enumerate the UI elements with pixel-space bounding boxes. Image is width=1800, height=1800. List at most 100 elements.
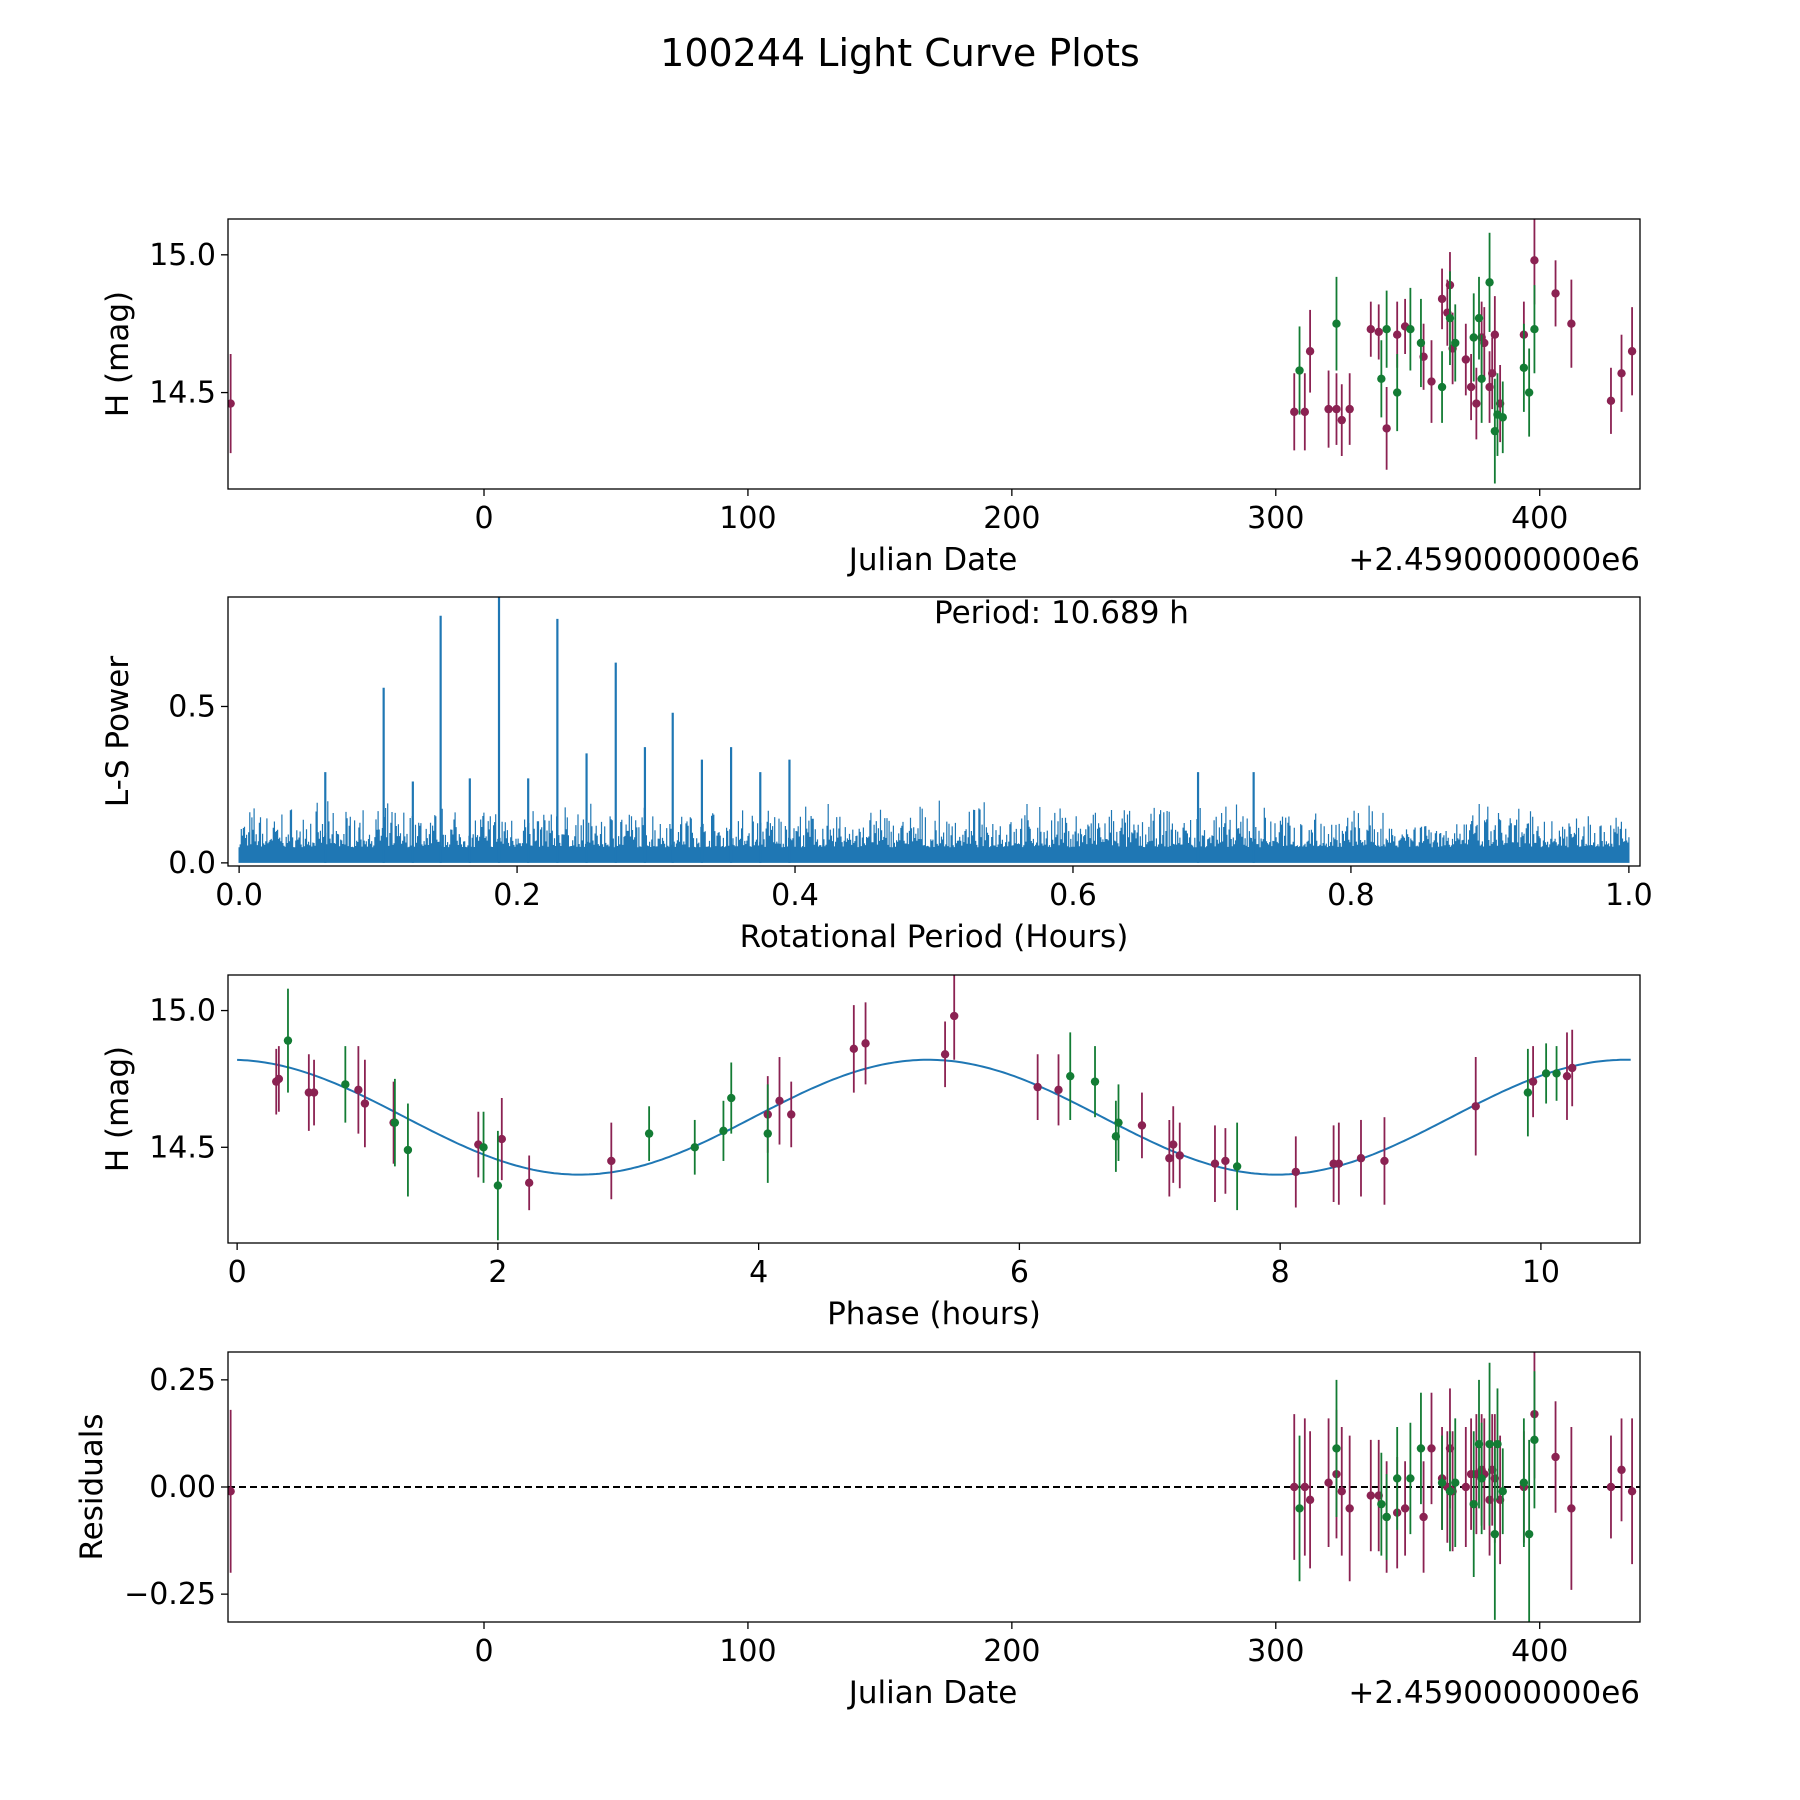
- y-axis-label: Residuals: [74, 1413, 110, 1560]
- data-point: [1530, 256, 1539, 265]
- x-tick-label: 300: [1247, 501, 1304, 536]
- data-point: [1332, 404, 1341, 414]
- data-point: [1461, 1482, 1471, 1492]
- data-point: [1437, 1478, 1447, 1487]
- x-tick-label: 0.6: [1049, 878, 1097, 913]
- data-point: [1498, 413, 1507, 422]
- data-point: [1477, 1474, 1486, 1483]
- data-point: [1606, 1482, 1616, 1492]
- data-point: [1406, 1474, 1415, 1483]
- data-point: [1291, 1167, 1301, 1177]
- x-tick-label: 0.4: [771, 878, 819, 913]
- axes-frame: [227, 974, 1641, 1244]
- data-point: [403, 1145, 413, 1155]
- x-axis-label: Julian Date: [847, 542, 1018, 578]
- data-point: [727, 1093, 736, 1103]
- y-tick-label: 14.5: [149, 376, 216, 411]
- data-point: [497, 1134, 506, 1144]
- data-point: [1519, 1478, 1529, 1487]
- data-point: [341, 1080, 350, 1089]
- data-point: [493, 1181, 503, 1190]
- y-tick-label: 0.25: [149, 1363, 216, 1398]
- data-point: [1490, 1529, 1500, 1539]
- data-point: [1175, 1151, 1184, 1160]
- model-curve: [237, 1058, 1631, 1176]
- data-point: [1295, 366, 1304, 375]
- data-point: [1305, 1495, 1315, 1505]
- x-tick-label: 8: [1271, 1255, 1290, 1290]
- y-tick-label: 15.0: [149, 238, 216, 273]
- data-point: [1324, 1478, 1333, 1487]
- x-tick-label: 400: [1511, 1634, 1568, 1669]
- y-axis-label: H (mag): [100, 291, 136, 417]
- x-tick-label: 300: [1247, 1634, 1304, 1669]
- data-point: [1567, 1504, 1576, 1513]
- x-tick-label: 10: [1522, 1255, 1560, 1290]
- data-point: [309, 1088, 319, 1097]
- axes-frame: [227, 596, 1641, 867]
- y-tick-label: 0.0: [168, 846, 216, 881]
- data-point: [763, 1129, 772, 1138]
- data-point: [1334, 1159, 1344, 1168]
- data-point: [940, 1050, 950, 1059]
- plot-area-residuals: [228, 1352, 1640, 1622]
- y-tick-label: 0.00: [149, 1470, 216, 1505]
- data-point: [1033, 1082, 1042, 1092]
- figure-title: 100244 Light Curve Plots: [660, 31, 1140, 75]
- y-axis-label: H (mag): [100, 1046, 136, 1172]
- series-green: [283, 988, 1561, 1241]
- data-point: [1524, 388, 1534, 397]
- x-offset-text: +2.4590000000e6: [1348, 542, 1640, 578]
- data-point: [1380, 1156, 1389, 1166]
- data-point: [354, 1085, 363, 1095]
- data-point: [1477, 374, 1486, 383]
- data-point: [1305, 347, 1315, 356]
- panel-residuals: 0 100 200 300 400 −0.25 0.00 0.25 Julian Date Res…: [74, 1351, 1641, 1711]
- data-point: [1345, 404, 1354, 414]
- data-point: [1474, 313, 1484, 323]
- y-tick-label: −0.25: [124, 1577, 216, 1612]
- x-tick-label: 0.8: [1327, 878, 1375, 913]
- y-tick-label: 0.5: [168, 689, 216, 724]
- data-point: [1490, 330, 1500, 339]
- data-point: [390, 1118, 400, 1127]
- data-point: [1466, 382, 1476, 392]
- data-point: [1627, 1487, 1637, 1496]
- data-point: [1416, 338, 1426, 348]
- data-point: [1541, 1069, 1551, 1078]
- series-maroon: [272, 975, 1577, 1211]
- data-point: [1232, 1162, 1242, 1171]
- data-point: [1627, 347, 1637, 356]
- data-point: [1290, 407, 1299, 417]
- data-point: [1528, 1077, 1538, 1086]
- data-point: [1374, 327, 1383, 337]
- x-tick-label: 6: [1010, 1255, 1029, 1290]
- x-tick-label: 0.2: [493, 878, 541, 913]
- x-tick-label: 0: [228, 1255, 247, 1290]
- data-point: [1377, 1499, 1386, 1509]
- data-point: [274, 1074, 284, 1084]
- data-point: [1392, 1474, 1402, 1483]
- data-point: [1169, 1140, 1178, 1149]
- data-point: [1066, 1071, 1075, 1081]
- data-point: [1445, 313, 1455, 323]
- data-point: [1221, 1156, 1230, 1166]
- y-tick-label: 15.0: [149, 994, 216, 1029]
- data-point: [1382, 1512, 1391, 1522]
- data-point: [1382, 325, 1391, 334]
- data-point: [1485, 278, 1494, 287]
- data-point: [1366, 1491, 1375, 1500]
- data-point: [1382, 424, 1391, 433]
- data-point: [1300, 407, 1310, 417]
- y-axis-label: L-S Power: [100, 656, 136, 807]
- data-point: [1165, 1154, 1174, 1163]
- x-tick-label: 0: [474, 501, 493, 536]
- data-point: [1469, 1499, 1478, 1509]
- x-tick-label: 100: [719, 501, 776, 536]
- data-point: [1524, 1529, 1534, 1539]
- data-point: [1427, 1444, 1436, 1453]
- data-point: [1427, 377, 1436, 386]
- x-tick-label: 0: [474, 1634, 493, 1669]
- data-point: [1332, 1444, 1341, 1453]
